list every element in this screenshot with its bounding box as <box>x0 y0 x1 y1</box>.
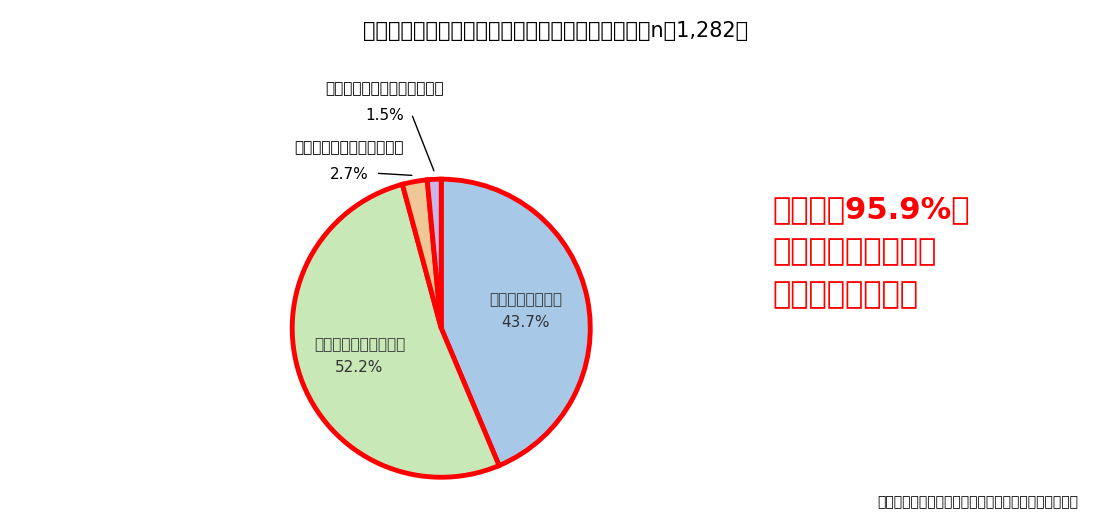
Text: 聞いたことがない・知らない: 聞いたことがない・知らない <box>326 81 444 96</box>
Text: 名前だけ聞いたことがある: 名前だけ聞いたことがある <box>294 140 404 155</box>
Text: 回答者の95.9%が
「熱中症」について
知識を持っている: 回答者の95.9%が 「熱中症」について 知識を持っている <box>773 195 971 309</box>
Text: 2.7%: 2.7% <box>329 167 368 182</box>
Text: 詳しく知っている
43.7%: 詳しく知っている 43.7% <box>489 292 563 330</box>
Text: なんとなく知っている
52.2%: なんとなく知っている 52.2% <box>314 338 405 374</box>
Wedge shape <box>403 180 441 328</box>
Text: 1.5%: 1.5% <box>365 108 404 122</box>
Wedge shape <box>427 179 441 328</box>
Text: あなたは熱中症という言葉を知っていますか？　（n＝1,282）: あなたは熱中症という言葉を知っていますか？ （n＝1,282） <box>364 21 748 41</box>
Wedge shape <box>441 179 590 466</box>
Wedge shape <box>292 184 499 477</box>
Text: 日本気象協会推進「熱中症ゼロへ」プロジェクト調べ: 日本気象協会推進「熱中症ゼロへ」プロジェクト調べ <box>877 495 1079 509</box>
